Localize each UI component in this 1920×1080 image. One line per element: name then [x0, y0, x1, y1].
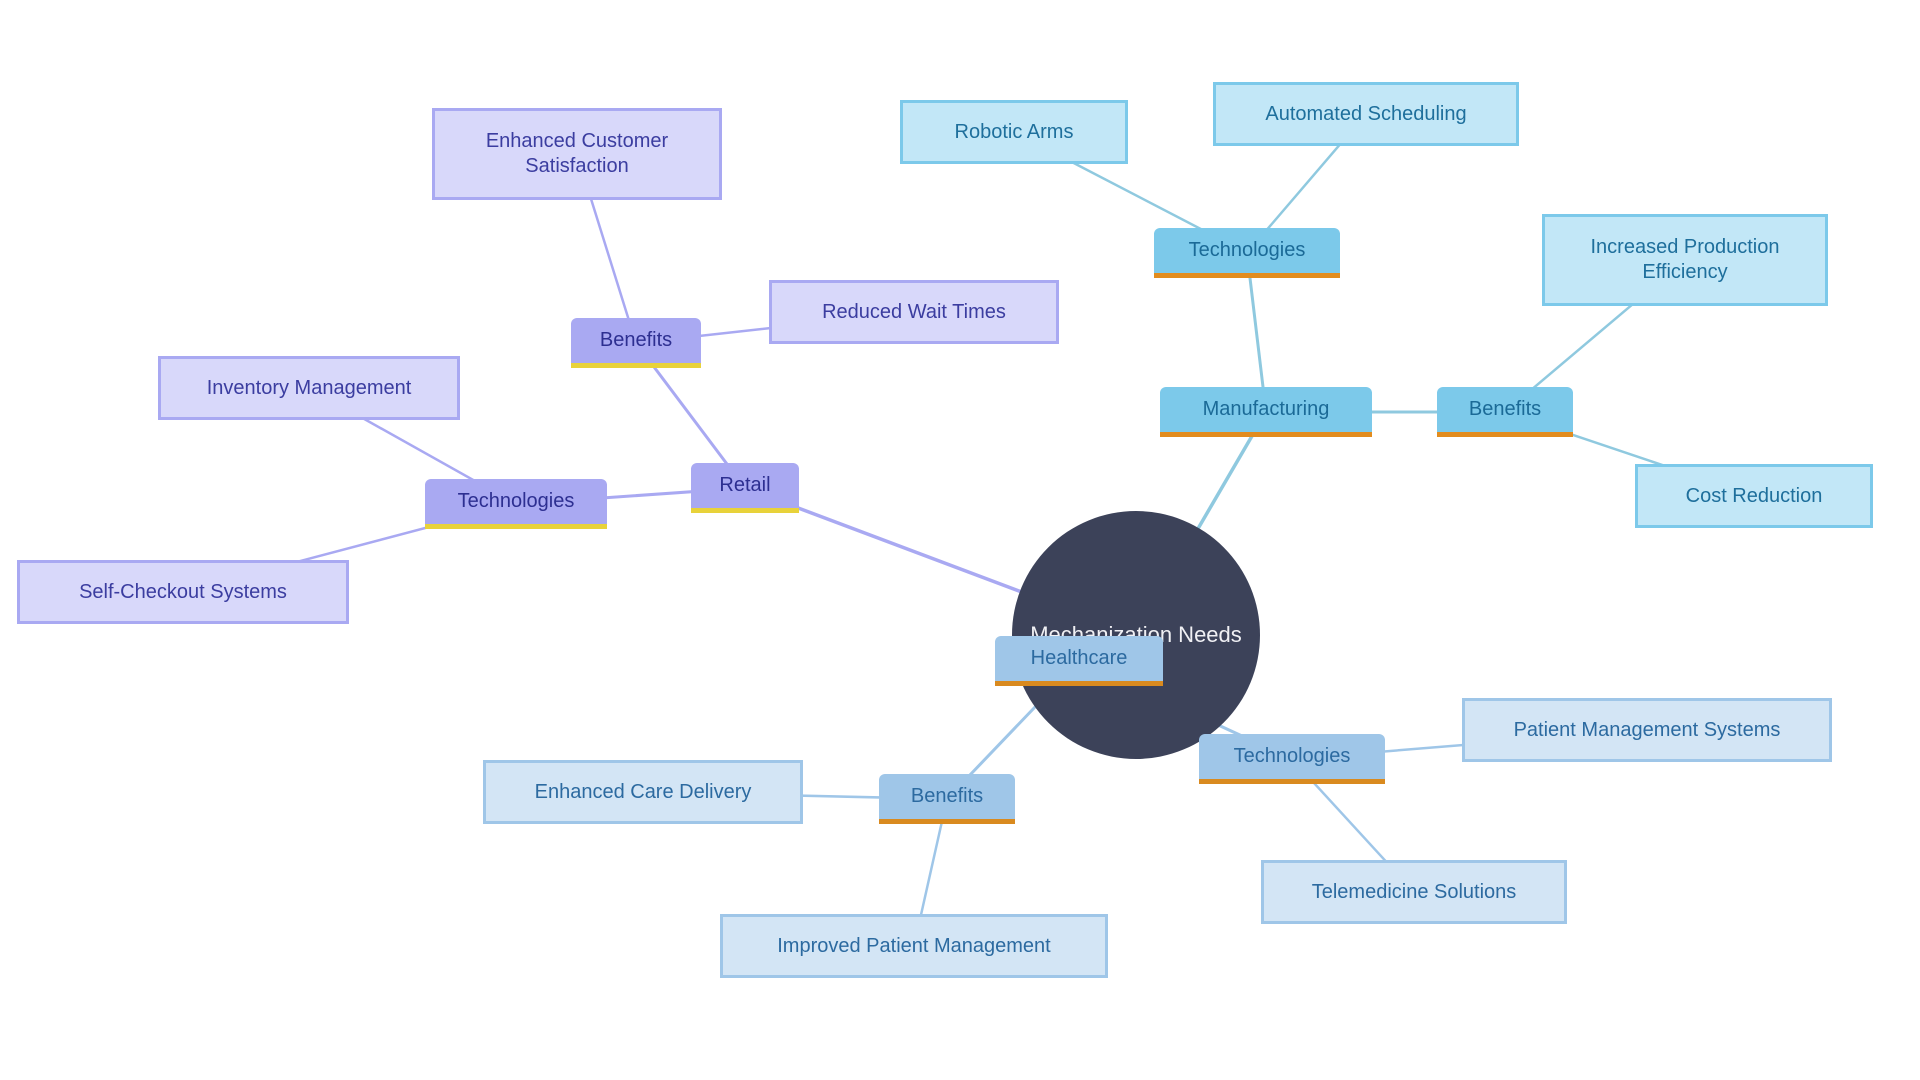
sub-node-retail-tech: Technologies	[425, 479, 607, 529]
leaf-node-mfg-leaf-cost: Cost Reduction	[1635, 464, 1873, 528]
sub-node-mfg-ben: Benefits	[1437, 387, 1573, 437]
branch-node-mfg: Manufacturing	[1160, 387, 1372, 437]
leaf-node-retail-leaf-sco: Self-Checkout Systems	[17, 560, 349, 624]
leaf-node-mfg-leaf-rob: Robotic Arms	[900, 100, 1128, 164]
leaf-node-retail-leaf-inv: Inventory Management	[158, 356, 460, 420]
leaf-node-retail-leaf-rwt: Reduced Wait Times	[769, 280, 1059, 344]
sub-node-hc-ben: Benefits	[879, 774, 1015, 824]
branch-node-retail: Retail	[691, 463, 799, 513]
center-node: Mechanization Needs	[1012, 511, 1260, 759]
leaf-node-hc-leaf-tele: Telemedicine Solutions	[1261, 860, 1567, 924]
sub-node-mfg-tech: Technologies	[1154, 228, 1340, 278]
leaf-node-retail-leaf-ecs: Enhanced CustomerSatisfaction	[432, 108, 722, 200]
leaf-node-hc-leaf-pms: Patient Management Systems	[1462, 698, 1832, 762]
leaf-node-hc-leaf-ipm: Improved Patient Management	[720, 914, 1108, 978]
leaf-node-mfg-leaf-sch: Automated Scheduling	[1213, 82, 1519, 146]
leaf-node-mfg-leaf-eff: Increased ProductionEfficiency	[1542, 214, 1828, 306]
branch-node-hc: Healthcare	[995, 636, 1163, 686]
sub-node-retail-ben: Benefits	[571, 318, 701, 368]
sub-node-hc-tech: Technologies	[1199, 734, 1385, 784]
leaf-node-hc-leaf-care: Enhanced Care Delivery	[483, 760, 803, 824]
